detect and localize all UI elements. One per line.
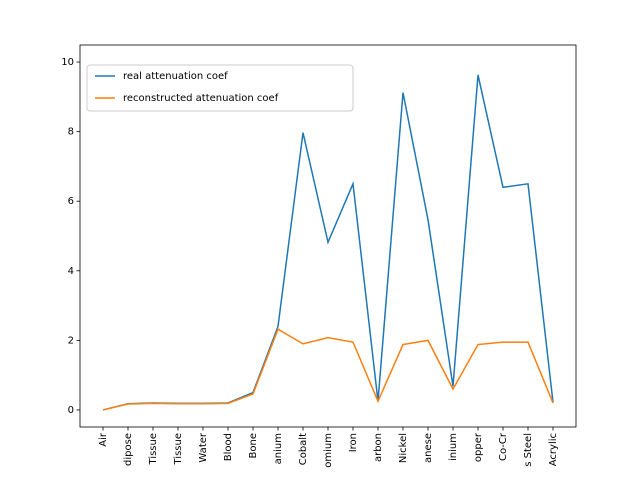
x-tick-label: anese — [423, 433, 434, 463]
y-tick-label: 10 — [61, 57, 74, 68]
data-line — [102, 74, 554, 411]
x-tick-label: Iron — [348, 433, 359, 452]
x-tick-label: dipose — [123, 433, 134, 466]
x-tick-label: Water — [198, 432, 209, 462]
data-line — [102, 328, 554, 411]
x-tick-label: Co-Cr — [498, 432, 509, 461]
legend-label: reconstructed attenuation coef — [123, 93, 279, 104]
x-tick-label: anium — [273, 433, 284, 464]
x-tick-label: Tissue — [173, 433, 184, 466]
x-tick-label: Cobalt — [298, 433, 309, 465]
x-tick-label: arbon — [373, 433, 384, 462]
y-tick-label: 8 — [68, 127, 74, 138]
legend-label: real attenuation coef — [123, 71, 228, 82]
x-tick-label: opper — [473, 432, 484, 462]
x-tick-label: s Steel — [523, 433, 534, 467]
x-tick-label: Bone — [248, 433, 259, 458]
y-tick-label: 0 — [68, 405, 74, 416]
y-tick-label: 4 — [68, 266, 74, 277]
x-tick-label: Nickel — [398, 433, 409, 463]
y-tick-label: 2 — [68, 335, 74, 346]
x-tick-label: inium — [448, 433, 459, 461]
y-tick-label: 6 — [68, 196, 74, 207]
x-tick-label: Air — [98, 432, 109, 447]
x-tick-label: Tissue — [148, 433, 159, 466]
x-tick-label: omium — [323, 433, 334, 468]
legend-box — [86, 64, 354, 112]
x-tick-label: Acrylic — [548, 433, 559, 466]
x-tick-label: Blood — [223, 433, 234, 461]
